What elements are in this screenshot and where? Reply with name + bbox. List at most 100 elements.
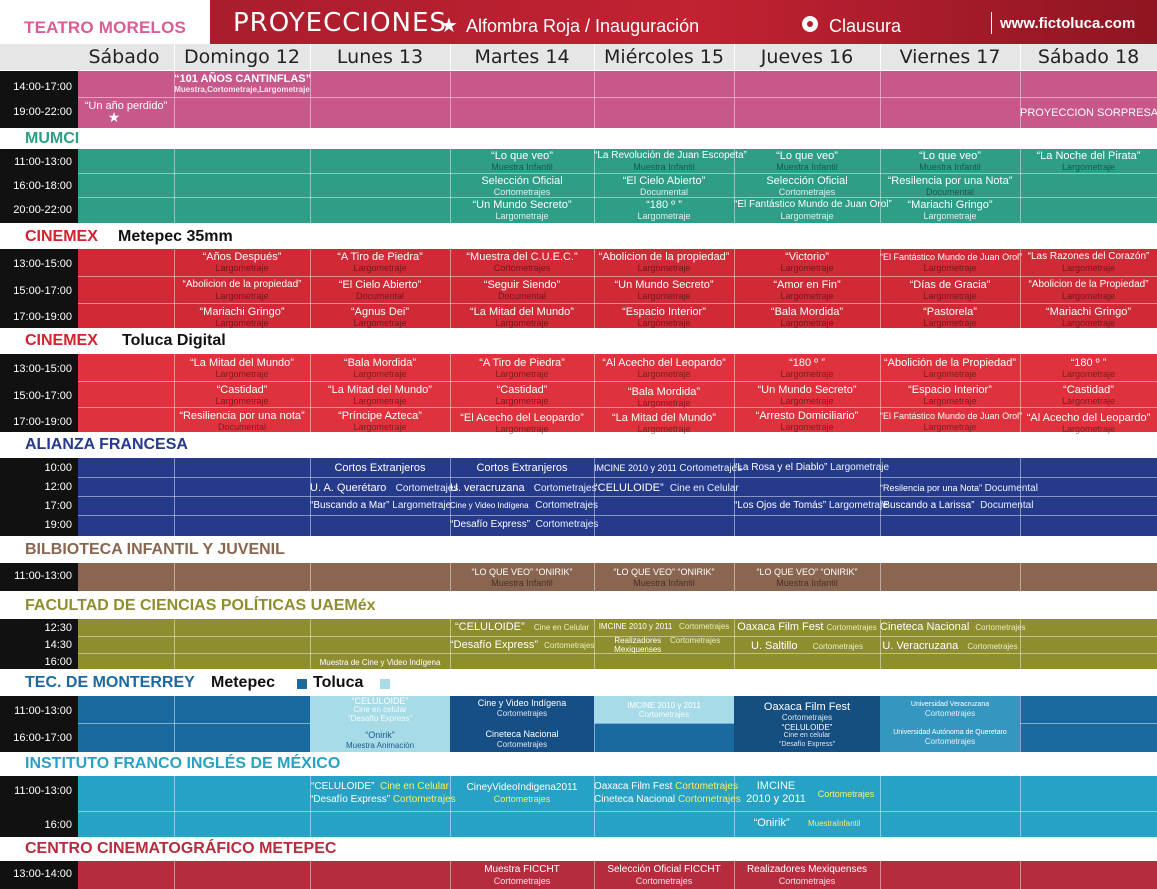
- schedule-cell: IMCINE 2010 y 2011 Cortometrajes: [627, 701, 701, 719]
- schedule-cell: “La Noche del Pirata” Largometraje: [1036, 150, 1141, 172]
- time-label: 15:00-17:00: [13, 390, 72, 402]
- schedule-cell: “CELULOIDE” Cine en Celular: [455, 621, 589, 633]
- day-header: Martes 14: [450, 44, 594, 70]
- schedule-cell: Realizadores Mexiquenses Cortometrajes: [614, 636, 721, 654]
- time-label: 19:00-22:00: [13, 106, 72, 118]
- teatro-cell: “Un año perdido”: [84, 100, 168, 112]
- teatro-morelos-title: TEATRO MORELOS: [24, 18, 187, 37]
- website-link[interactable]: www.fictoluca.com: [1000, 15, 1136, 32]
- schedule-cell: Cortometrajes: [817, 789, 875, 799]
- day-header: Miércoles 15: [594, 44, 734, 70]
- schedule-cell: U. veracruzana Cortometrajes: [450, 482, 597, 494]
- schedule-cell: “El Fantástico Mundo de Juan Orol” Largom…: [880, 411, 1023, 432]
- schedule-cell: Oaxaca Film Fest Cortometrajes: [737, 621, 877, 633]
- schedule-cell: “La Mitad del Mundo” Largometraje: [190, 357, 294, 379]
- time-label: 12:00: [44, 481, 72, 493]
- header-divider: [991, 12, 992, 34]
- time-label: 11:00-13:00: [14, 705, 72, 717]
- venue-title: CINEMEX: [25, 228, 98, 245]
- schedule-cell: Muestra de Cine y Video Indígena: [319, 658, 441, 667]
- schedule-cell: Cineteca Nacional Cortometrajes: [880, 621, 1026, 633]
- schedule-cell: “Un Mundo Secreto” Largometraje: [757, 384, 857, 406]
- schedule-cell: “Buscando a Larissa” Documental: [880, 500, 1034, 511]
- schedule-cell: “La Mitad del Mundo” Largometraje: [612, 412, 716, 434]
- schedule-cell: Cortos Extranjeros: [334, 462, 426, 474]
- schedule-cell: “Resilencia por una Nota” Documental: [887, 175, 1013, 197]
- schedule-cell: “El Fantástico Mundo de Juan Orol” Largom…: [880, 252, 1023, 273]
- schedule-cell: Oaxaca Film Fest Cortometrajes: [594, 781, 738, 792]
- metepec-block: [734, 696, 880, 752]
- time-label: 13:00-14:00: [13, 868, 72, 880]
- day-header: Sábado 18: [1020, 44, 1157, 70]
- schedule-cell: “CELULOIDE” Cine en Celular: [594, 482, 739, 494]
- schedule-cell: IMCINE 2010 y 2011 Cortometrajes: [598, 622, 730, 631]
- schedule-cell: “180 º ” Largometraje: [637, 199, 691, 221]
- schedule-cell: “El Cielo Abierto” Documental: [338, 279, 422, 301]
- schedule-cell: “CELULOIDE” Cine en celular “Desafío Expre…: [347, 696, 413, 724]
- schedule-cell: “Mariachi Gringo” Largometraje: [199, 306, 285, 328]
- time-label: 15:00-17:00: [13, 285, 72, 297]
- schedule-cell: “Un Mundo Secreto” Largometraje: [614, 279, 714, 301]
- schedule-cell: “Mariachi Gringo” Largometraje: [907, 199, 993, 221]
- time-label: 16:00-18:00: [13, 180, 72, 192]
- schedule-cell: Muestra FICCHT Cortometrajes: [484, 864, 560, 886]
- time-label: 12:30: [44, 622, 72, 634]
- schedule-cell: “180 º ” Largometraje: [780, 357, 834, 379]
- schedule-cell: “Desafío Express” Cortometrajes: [450, 639, 595, 651]
- schedule-cell: “La Mitad del Mundo” Largometraje: [328, 384, 432, 406]
- teatro-cell: PROYECCION SORPRESA: [1020, 107, 1157, 119]
- venue-subtitle: Metepec: [211, 674, 276, 691]
- venue-title: CENTRO CINEMATOGRÁFICO METEPEC: [25, 840, 337, 857]
- schedule-cell: “Bala Mordida” Largometraje: [627, 386, 701, 408]
- schedule-cell: “A Tiro de Piedra” Largometraje: [337, 251, 423, 273]
- schedule-cell: “Las Razones del Corazón” Largometraje: [1027, 251, 1150, 273]
- venue-title: BILBIOTECA INFANTIL Y JUVENIL: [25, 541, 285, 558]
- schedule-cell: Cine y Video Indígena Cortometrajes: [450, 500, 599, 511]
- time-label: 19:00: [44, 519, 72, 531]
- schedule-cell: “Lo que veo” Muestra Infantil: [776, 150, 838, 172]
- legend-swatch-metepec: [297, 679, 307, 689]
- facultad-schedule: 12:30 14:30 16:00 “CELULOIDE” Cine en Ce…: [0, 619, 1157, 669]
- venue-title: INSTITUTO FRANCO INGLÉS DE MÉXICO: [25, 755, 341, 772]
- schedule-cell: Selección Oficial Cortometrajes: [481, 175, 563, 197]
- venue-title: TEC. DE MONTERREY: [25, 674, 195, 691]
- venue-subtitle: Metepec 35mm: [118, 228, 233, 245]
- teatro-header-box: [0, 0, 210, 44]
- schedule-cell: Universidad Autónoma de Queretaro Cortome…: [893, 729, 1007, 746]
- toluca-block: [880, 696, 1020, 752]
- schedule-cell: “Agnus Dei” Largometraje: [350, 306, 410, 328]
- day-header: Jueves 16: [734, 44, 880, 70]
- cinemex-metepec-schedule: 13:00-15:00 15:00-17:00 17:00-19:00 “Año…: [0, 249, 1157, 328]
- time-label: 20:00-22:00: [13, 204, 72, 216]
- schedule-cell: “Arresto Domiciliario” Largometraje: [755, 410, 859, 432]
- schedule-cell: “Amor en Fin” Largometraje: [773, 279, 841, 301]
- alianza-schedule: 10:00 12:00 17:00 19:00 Cortos Extranjer…: [0, 458, 1157, 536]
- schedule-cell: “Al Acecho del Leopardo” Largometraje: [1026, 412, 1151, 434]
- schedule-cell: “Abolicion de la Propiedad” Largometraje: [1028, 279, 1149, 301]
- tec-schedule: 11:00-13:00 16:00-17:00 “CELULOIDE” Cine …: [0, 696, 1157, 752]
- schedule-cell: Cortos Extranjeros: [476, 462, 568, 474]
- schedule-cell: “Abolición de la Propiedad” Largometraje: [883, 357, 1017, 379]
- schedule-cell: “Los Ojos de Tomás” Largometraje: [734, 500, 888, 511]
- schedule-cell: “CELULOIDE” Cine en celular “Desafío Expre…: [778, 723, 836, 748]
- schedule-cell: “Espacio Interior” Largometraje: [622, 306, 706, 328]
- star-icon: ★: [107, 109, 121, 125]
- schedule-cell: “Abolicion de la propiedad” Largometraje: [182, 279, 302, 301]
- schedule-cell: “La Mitad del Mundo” Largometraje: [470, 306, 574, 328]
- time-label: 14:00-17:00: [13, 81, 72, 93]
- schedule-cell: “Un Mundo Secreto” Largometraje: [472, 199, 572, 221]
- schedule-cell: “Castidad” Largometraje: [495, 384, 549, 406]
- schedule-cell: “Bala Mordida” Largometraje: [343, 357, 417, 379]
- schedule-cell: “Al Acecho del Leopardo” Largometraje: [602, 357, 726, 379]
- schedule-cell: “Victorio” Largometraje: [780, 251, 834, 273]
- venue-title: CINEMEX: [25, 332, 98, 349]
- schedule-cell: “CELULOIDE” Cine en Celular: [311, 781, 449, 792]
- teatro-schedule: 14:00-17:00 19:00-22:00 “101 AÑOS CANTIN…: [0, 71, 1157, 128]
- time-label: 17:00-19:00: [13, 311, 72, 323]
- schedule-cell: Cineteca Nacional Cortometrajes: [594, 794, 741, 805]
- ifi-schedule: 11:00-13:00 16:00 “CELULOIDE” Cine en Ce…: [0, 776, 1157, 837]
- time-label: 16:00: [44, 656, 72, 668]
- mumci-schedule: 11:00-13:00 16:00-18:00 20:00-22:00 “Lo …: [0, 149, 1157, 223]
- schedule-cell: “Resiliencia por una nota” Documental: [179, 410, 305, 432]
- biblioteca-schedule: 11:00-13:00 “LO QUE VEO” “ONIRIK” Muestra…: [0, 563, 1157, 591]
